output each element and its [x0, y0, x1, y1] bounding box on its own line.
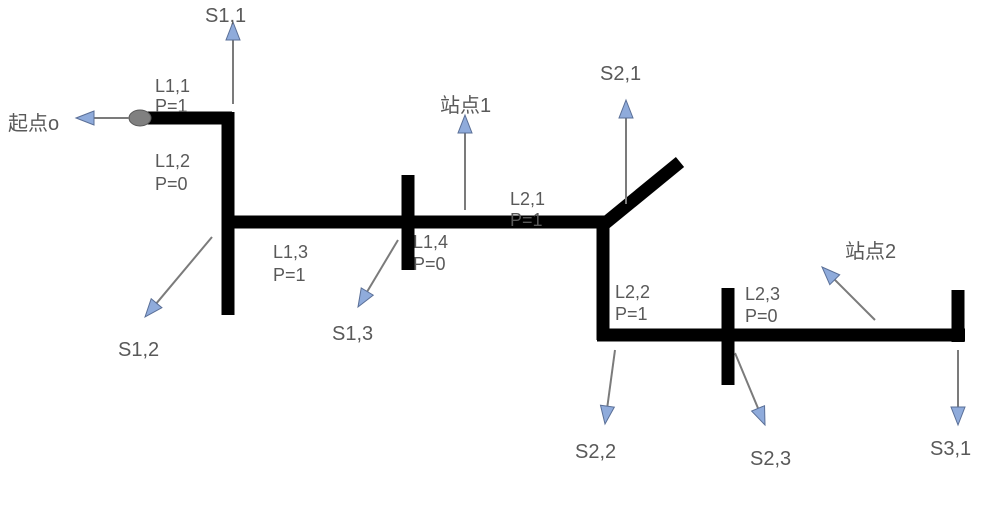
- label-S1_1: S1,1: [205, 5, 246, 27]
- label-S2_2: S2,2: [575, 441, 616, 463]
- arrow-line-S2_3: [735, 353, 758, 408]
- arrow-line-S1_2: [157, 237, 212, 303]
- arrow-line-S2_2: [607, 350, 615, 406]
- label-S3_1: S3,1: [930, 438, 971, 460]
- label-origin: 起点o: [8, 112, 59, 135]
- arrow-head-S2_2: [600, 405, 614, 424]
- label-P_L1_3: P=1: [273, 265, 306, 285]
- arrow-line-S1_3: [367, 240, 398, 292]
- label-L1_3: L1,3: [273, 242, 308, 262]
- label-L2_3: L2,3: [745, 284, 780, 304]
- arrow-line-station2: [835, 280, 875, 320]
- label-P_L1_2: P=0: [155, 174, 188, 194]
- label-L2_2: L2,2: [615, 282, 650, 302]
- label-S2_1: S2,1: [600, 63, 641, 85]
- origin-marker: [129, 110, 151, 126]
- arrow-head-origin: [76, 111, 94, 125]
- label-P_L2_1: P=1: [510, 210, 543, 230]
- label-S1_2: S1,2: [118, 339, 159, 361]
- label-S2_3: S2,3: [750, 448, 791, 470]
- arrow-head-S2_1: [619, 100, 633, 118]
- road-upper-diagonal: [603, 162, 680, 225]
- label-P_L2_3: P=0: [745, 306, 778, 326]
- label-P_L2_2: P=1: [615, 304, 648, 324]
- arrow-head-S2_3: [752, 406, 765, 425]
- label-P_L1_4: P=0: [413, 254, 446, 274]
- label-L1_1: L1,1: [155, 76, 190, 96]
- label-S1_3: S1,3: [332, 323, 373, 345]
- label-station2: 站点2: [845, 240, 896, 263]
- label-L1_2: L1,2: [155, 151, 190, 171]
- arrow-head-S3_1: [951, 407, 965, 425]
- label-station1: 站点1: [440, 94, 491, 117]
- label-L2_1: L2,1: [510, 189, 545, 209]
- arrow-head-S1_2: [145, 299, 162, 317]
- arrow-head-L1_4_up: [458, 115, 472, 133]
- label-P_L1_1: P=1: [155, 96, 188, 116]
- label-L1_4: L1,4: [413, 232, 448, 252]
- arrow-head-S1_3: [358, 288, 373, 307]
